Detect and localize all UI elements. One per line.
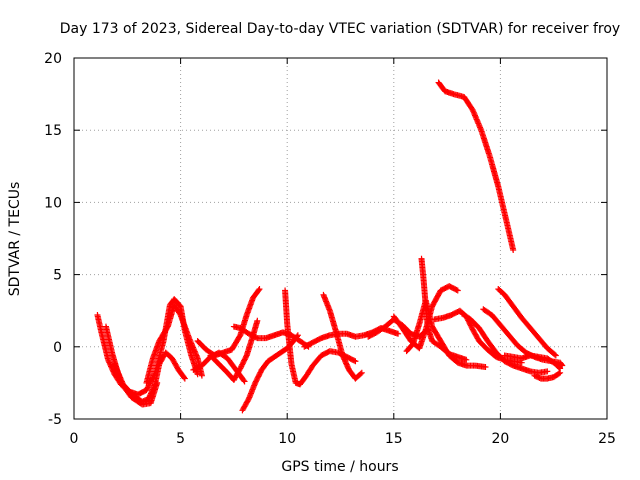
data-point-marker: [294, 332, 301, 339]
x-tick-label: 10: [278, 431, 296, 447]
data-point-marker: [351, 357, 358, 364]
series-track-19: [459, 310, 551, 376]
y-tick-label: -5: [48, 412, 62, 428]
series-track-23: [531, 369, 564, 382]
data-point-marker: [148, 377, 155, 384]
data-point-marker: [147, 379, 154, 386]
series-track-6: [194, 286, 263, 359]
series-track-3: [111, 349, 188, 405]
x-axis-title: GPS time / hours: [281, 459, 398, 475]
y-tick-label: 20: [44, 51, 62, 67]
x-tick-label: 15: [385, 431, 403, 447]
data-point-marker: [253, 334, 260, 341]
data-point-marker: [294, 333, 301, 340]
data-layer: [94, 79, 566, 414]
data-point-marker: [181, 374, 188, 381]
data-point-marker: [454, 287, 461, 294]
data-point-marker: [144, 384, 151, 391]
data-point-marker: [453, 286, 460, 293]
x-tick-label: 0: [70, 431, 79, 447]
series-track-22: [501, 352, 564, 372]
y-tick-label: 5: [53, 268, 62, 284]
data-point-marker: [551, 351, 558, 358]
data-point-marker: [143, 387, 150, 394]
series-track-10: [282, 287, 359, 388]
x-tick-label: 25: [598, 431, 616, 447]
grid-layer: [74, 58, 607, 419]
series-track-12: [320, 291, 365, 382]
data-point-marker: [544, 368, 551, 375]
data-point-marker: [463, 356, 470, 363]
y-tick-label: 15: [44, 123, 62, 139]
data-point-marker: [357, 370, 364, 377]
series-track-7: [207, 317, 261, 384]
data-point-marker: [358, 369, 365, 376]
data-point-marker: [144, 385, 151, 392]
plot-frame: [73, 57, 608, 420]
data-point-marker: [482, 364, 489, 371]
chart-title: Day 173 of 2023, Sidereal Day-to-day VTE…: [60, 21, 620, 37]
y-tick-label: 10: [44, 195, 62, 211]
data-point-marker: [145, 383, 152, 390]
data-point-marker: [198, 372, 205, 379]
series-track-16: [418, 255, 470, 363]
data-point-marker: [240, 377, 247, 384]
data-point-marker: [241, 378, 248, 385]
data-point-marker: [245, 397, 252, 404]
series-track-18: [435, 79, 517, 254]
data-point-marker: [556, 370, 563, 377]
series-track-11: [301, 325, 402, 350]
data-point-marker: [254, 317, 261, 324]
y-axis-title: SDTVAR / TECUs: [7, 182, 23, 297]
data-point-marker: [395, 330, 402, 337]
x-tick-label: 20: [491, 431, 509, 447]
x-tick-label: 5: [176, 431, 185, 447]
data-point-marker: [510, 247, 517, 254]
data-point-marker: [556, 364, 563, 371]
data-point-marker: [352, 358, 359, 365]
data-point-marker: [256, 286, 263, 293]
tick-layer: 0 5 10 15 20 25 -5 0 5 10 15 20: [44, 51, 616, 447]
data-point-marker: [255, 287, 262, 294]
data-point-marker: [176, 310, 183, 317]
series-track-20: [495, 286, 559, 359]
data-point-marker: [557, 369, 564, 376]
data-point-marker: [243, 353, 250, 360]
data-point-marker: [181, 375, 188, 382]
data-point-marker: [552, 352, 559, 359]
y-tick-label: 0: [53, 340, 62, 356]
